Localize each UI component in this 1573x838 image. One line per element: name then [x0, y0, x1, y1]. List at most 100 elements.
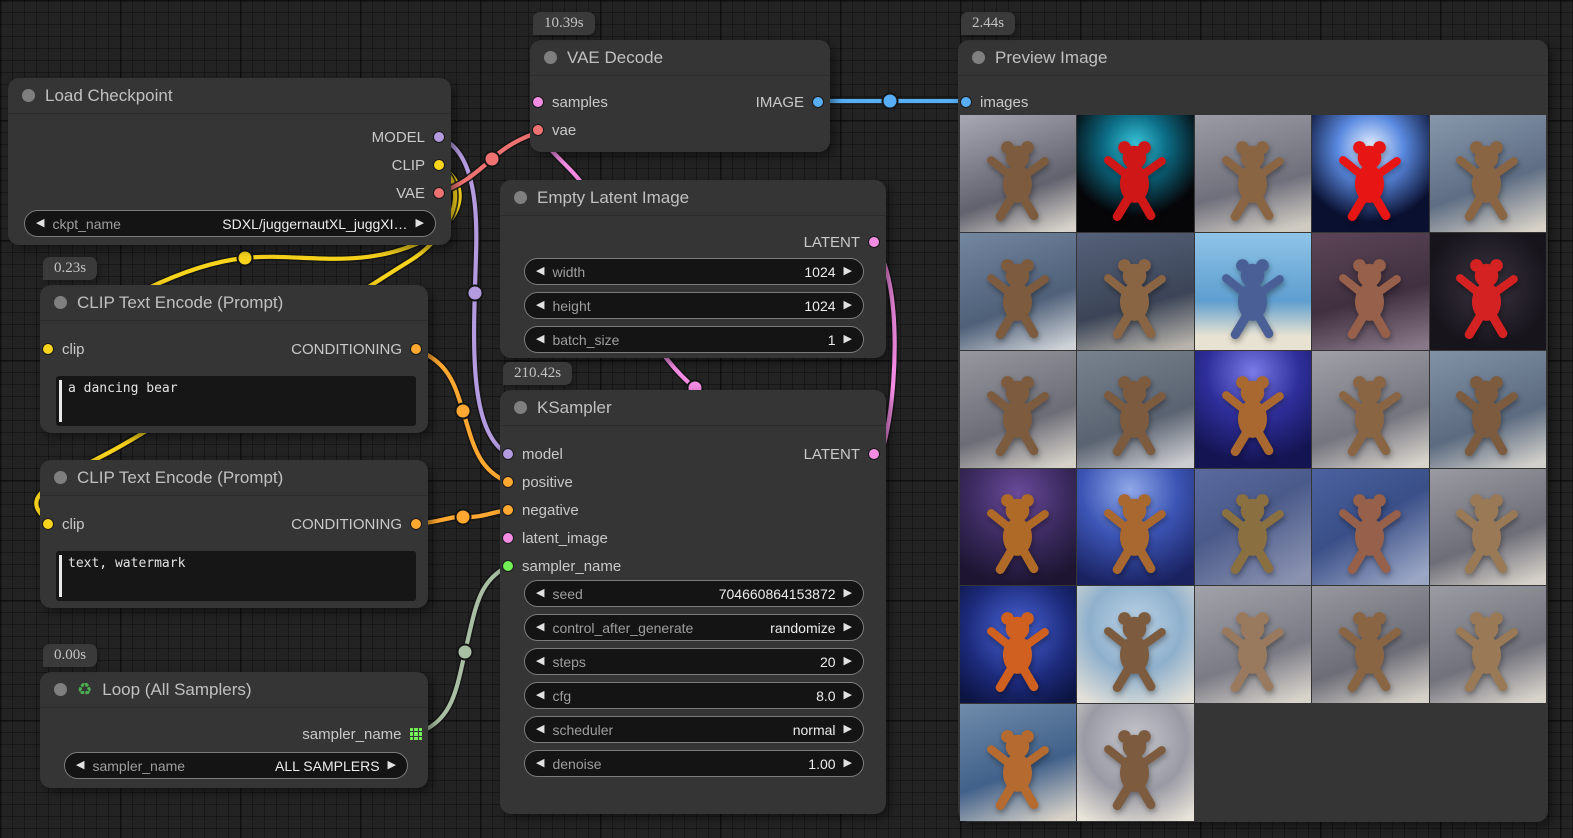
widget-scheduler[interactable]: ◀ scheduler normal ▶: [524, 716, 864, 743]
decrement-arrow-icon[interactable]: ◀: [536, 299, 545, 311]
slot-dot[interactable]: [502, 448, 514, 460]
preview-tile-bear-image[interactable]: [960, 232, 1077, 350]
increment-arrow-icon[interactable]: ▶: [843, 299, 852, 311]
slot-dot[interactable]: [812, 96, 824, 108]
node-preview-image[interactable]: 2.44s Preview Image images: [958, 12, 1548, 822]
preview-tile-bear-image[interactable]: [1077, 115, 1194, 232]
collapse-dot[interactable]: [22, 89, 35, 102]
model-link[interactable]: [435, 134, 511, 457]
node-vae-decode[interactable]: 10.39s VAE Decode samples vae IMAGE: [530, 12, 830, 152]
decrement-arrow-icon[interactable]: ◀: [536, 757, 545, 769]
node-title-bar[interactable]: CLIP Text Encode (Prompt): [40, 460, 428, 496]
preview-tile-bear-image[interactable]: [1194, 586, 1312, 704]
node-title-bar[interactable]: KSampler: [500, 390, 886, 426]
preview-tile-bear-image[interactable]: [1429, 350, 1546, 468]
node-title-bar[interactable]: ♻ Loop (All Samplers): [40, 672, 428, 708]
preview-tile-bear-image[interactable]: [1312, 232, 1429, 350]
preview-tile-bear-image[interactable]: [1077, 468, 1194, 586]
slot-dot[interactable]: [868, 236, 880, 248]
slot-dot[interactable]: [42, 343, 54, 355]
preview-tile-bear-image[interactable]: [1429, 586, 1546, 704]
grid-slot-icon[interactable]: [409, 727, 422, 741]
decrement-arrow-icon[interactable]: ◀: [536, 689, 545, 701]
preview-tile-bear-image[interactable]: [1194, 232, 1312, 350]
increment-arrow-icon[interactable]: ▶: [843, 723, 852, 735]
widget-value[interactable]: ALL SAMPLERS: [275, 757, 380, 774]
vae-link-reroute-dot[interactable]: [483, 150, 501, 168]
preview-tile-bear-image[interactable]: [1194, 115, 1312, 232]
negative-link-reroute-dot[interactable]: [454, 508, 472, 526]
preview-tile-bear-image[interactable]: [1312, 350, 1429, 468]
clip-link-1-reroute-dot[interactable]: [236, 249, 254, 267]
preview-tile-bear-image[interactable]: [1312, 115, 1429, 232]
widget-height[interactable]: ◀ height 1024 ▶: [524, 292, 864, 319]
prompt-textarea[interactable]: a dancing bear: [56, 376, 416, 426]
widget-value[interactable]: normal: [792, 721, 836, 738]
node-title-bar[interactable]: Empty Latent Image: [500, 180, 886, 216]
preview-tile-bear-image[interactable]: [960, 468, 1077, 586]
increment-arrow-icon[interactable]: ▶: [843, 655, 852, 667]
increment-arrow-icon[interactable]: ▶: [387, 759, 396, 771]
decrement-arrow-icon[interactable]: ◀: [536, 655, 545, 667]
slot-dot[interactable]: [433, 131, 445, 143]
model-link-reroute-dot[interactable]: [466, 284, 484, 302]
collapse-dot[interactable]: [54, 296, 67, 309]
decrement-arrow-icon[interactable]: ◀: [536, 621, 545, 633]
preview-tile-bear-image[interactable]: [1429, 468, 1546, 586]
preview-tile-bear-image[interactable]: [1312, 586, 1429, 704]
increment-arrow-icon[interactable]: ▶: [415, 217, 424, 229]
widget-value[interactable]: 1: [827, 331, 836, 348]
collapse-dot[interactable]: [54, 471, 67, 484]
widget-ckpt_name[interactable]: ◀ ckpt_name SDXL/juggernautXL_juggXI… ▶: [24, 210, 436, 237]
increment-arrow-icon[interactable]: ▶: [843, 265, 852, 277]
widget-value[interactable]: 1.00: [808, 755, 836, 772]
slot-dot[interactable]: [410, 343, 422, 355]
widget-value[interactable]: 1024: [804, 297, 836, 314]
increment-arrow-icon[interactable]: ▶: [843, 757, 852, 769]
slot-dot[interactable]: [868, 448, 880, 460]
slot-dot[interactable]: [433, 159, 445, 171]
widget-value[interactable]: 1024: [804, 263, 836, 280]
collapse-dot[interactable]: [514, 191, 527, 204]
slot-dot[interactable]: [502, 504, 514, 516]
positive-link-reroute-dot[interactable]: [454, 402, 472, 420]
increment-arrow-icon[interactable]: ▶: [843, 689, 852, 701]
decrement-arrow-icon[interactable]: ◀: [536, 265, 545, 277]
slot-dot[interactable]: [433, 187, 445, 199]
decrement-arrow-icon[interactable]: ◀: [536, 587, 545, 599]
slot-dot[interactable]: [502, 476, 514, 488]
widget-value[interactable]: SDXL/juggernautXL_juggXI…: [222, 215, 408, 232]
widget-denoise[interactable]: ◀ denoise 1.00 ▶: [524, 750, 864, 777]
collapse-dot[interactable]: [514, 401, 527, 414]
node-title-bar[interactable]: Load Checkpoint: [8, 78, 451, 114]
preview-tile-bear-image[interactable]: [1312, 468, 1429, 586]
sampler-link-reroute-dot[interactable]: [456, 643, 474, 661]
preview-tile-bear-image[interactable]: [960, 350, 1077, 468]
preview-tile-bear-image[interactable]: [1077, 704, 1194, 821]
slot-dot[interactable]: [532, 96, 544, 108]
widget-steps[interactable]: ◀ steps 20 ▶: [524, 648, 864, 675]
node-title-bar[interactable]: Preview Image: [958, 40, 1548, 76]
image-link-reroute-dot[interactable]: [881, 92, 899, 110]
preview-tile-bear-image[interactable]: [1429, 232, 1546, 350]
preview-tile-bear-image[interactable]: [1077, 350, 1194, 468]
widget-batch_size[interactable]: ◀ batch_size 1 ▶: [524, 326, 864, 353]
node-loop-all-samplers[interactable]: 0.00s ♻ Loop (All Samplers) ◀ sampler_nam…: [40, 644, 428, 788]
collapse-dot[interactable]: [972, 51, 985, 64]
preview-tile-bear-image[interactable]: [1077, 586, 1194, 704]
widget-value[interactable]: randomize: [770, 619, 836, 636]
widget-sampler_name[interactable]: ◀ sampler_name ALL SAMPLERS ▶: [64, 752, 408, 779]
node-title-bar[interactable]: CLIP Text Encode (Prompt): [40, 285, 428, 321]
prompt-textarea[interactable]: text, watermark: [56, 551, 416, 601]
preview-tile-bear-image[interactable]: [1194, 468, 1312, 586]
increment-arrow-icon[interactable]: ▶: [843, 333, 852, 345]
slot-dot[interactable]: [410, 518, 422, 530]
widget-seed[interactable]: ◀ seed 704660864153872 ▶: [524, 580, 864, 607]
slot-dot[interactable]: [42, 518, 54, 530]
preview-tile-bear-image[interactable]: [960, 704, 1077, 821]
node-ksampler[interactable]: 210.42s KSampler ◀ seed 704660864153872 ▶ ◀ c…: [500, 362, 886, 814]
preview-tile-bear-image[interactable]: [1429, 115, 1546, 232]
widget-value[interactable]: 8.0: [816, 687, 836, 704]
slot-dot[interactable]: [502, 532, 514, 544]
